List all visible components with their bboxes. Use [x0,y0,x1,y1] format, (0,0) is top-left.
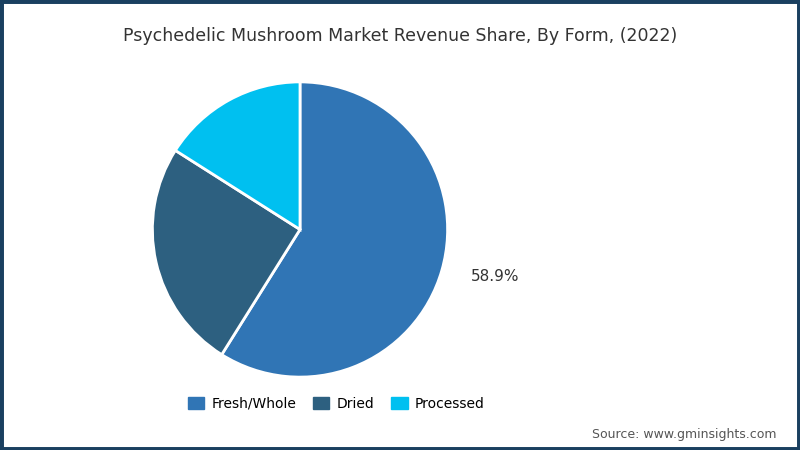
Wedge shape [175,82,300,230]
Text: Psychedelic Mushroom Market Revenue Share, By Form, (2022): Psychedelic Mushroom Market Revenue Shar… [123,27,677,45]
Wedge shape [153,150,300,355]
Wedge shape [222,82,447,377]
Text: 58.9%: 58.9% [470,269,519,284]
Text: Source: www.gminsights.com: Source: www.gminsights.com [591,428,776,441]
Legend: Fresh/Whole, Dried, Processed: Fresh/Whole, Dried, Processed [182,391,490,416]
